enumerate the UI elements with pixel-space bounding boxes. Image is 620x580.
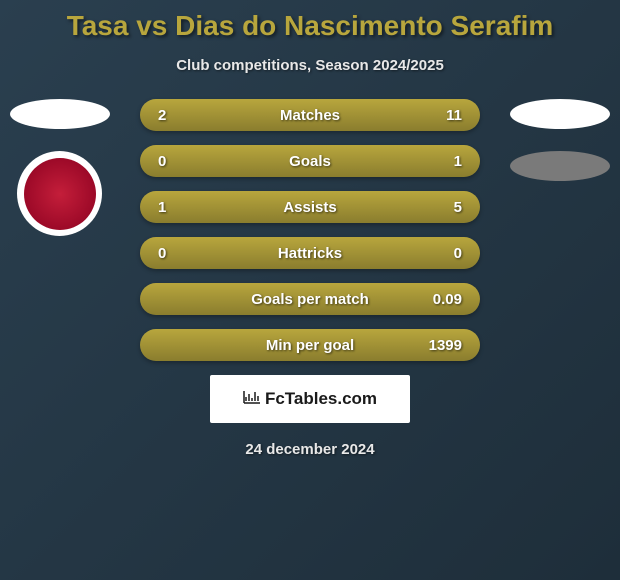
stat-row-hattricks: 0 Hattricks 0 <box>140 237 480 269</box>
stats-container: 2 Matches 11 0 Goals 1 1 Assists 5 0 Hat… <box>0 99 620 361</box>
stat-value-right: 1399 <box>429 337 462 354</box>
fctables-link[interactable]: FcTables.com <box>210 375 410 423</box>
stat-value-left: 2 <box>158 107 166 124</box>
footer-link-text: FcTables.com <box>265 389 377 409</box>
player-badge-right-2 <box>510 151 610 181</box>
stat-value-right: 0 <box>454 245 462 262</box>
stat-value-right: 11 <box>446 107 462 124</box>
club-logo-inner <box>24 158 96 230</box>
player-badge-left-1 <box>10 99 110 129</box>
left-player-badges <box>10 99 110 236</box>
stat-value-left: 0 <box>158 245 166 262</box>
stat-value-left: 1 <box>158 199 166 216</box>
club-logo-left <box>17 151 102 236</box>
stat-label: Matches <box>140 107 480 124</box>
stat-value-right: 0.09 <box>433 291 462 308</box>
stat-value-left: 0 <box>158 153 166 170</box>
stat-row-matches: 2 Matches 11 <box>140 99 480 131</box>
stat-row-min-per-goal: Min per goal 1399 <box>140 329 480 361</box>
season-subtitle: Club competitions, Season 2024/2025 <box>0 57 620 74</box>
chart-icon <box>243 390 261 408</box>
player-badge-right-1 <box>510 99 610 129</box>
stat-label: Assists <box>140 199 480 216</box>
right-player-badges <box>510 99 610 203</box>
date-label: 24 december 2024 <box>0 441 620 458</box>
comparison-title: Tasa vs Dias do Nascimento Serafim <box>0 0 620 42</box>
stat-row-assists: 1 Assists 5 <box>140 191 480 223</box>
stat-row-goals-per-match: Goals per match 0.09 <box>140 283 480 315</box>
stat-label: Hattricks <box>140 245 480 262</box>
stat-label: Goals per match <box>140 291 480 308</box>
stat-value-right: 5 <box>454 199 462 216</box>
stat-row-goals: 0 Goals 1 <box>140 145 480 177</box>
stat-value-right: 1 <box>454 153 462 170</box>
stat-label: Goals <box>140 153 480 170</box>
